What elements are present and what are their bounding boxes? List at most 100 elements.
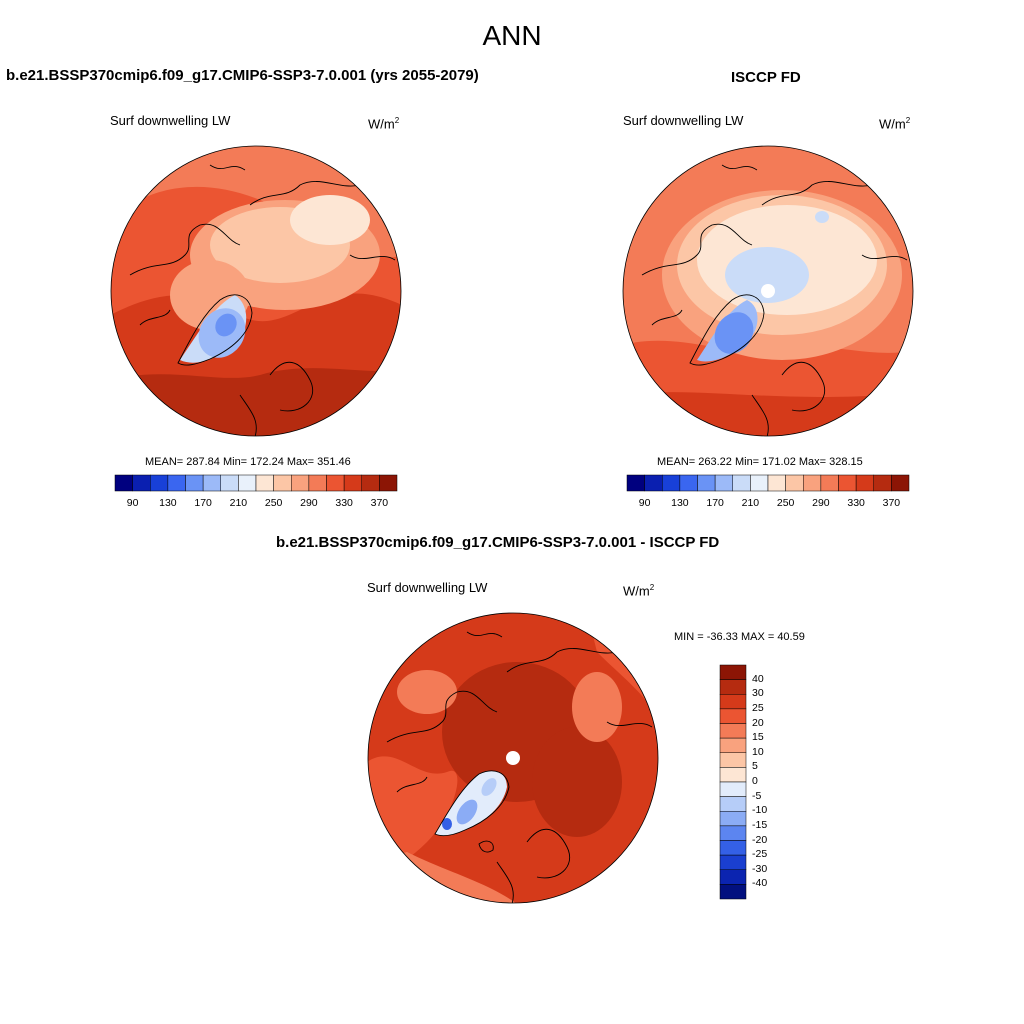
colorbar-obs-swatch	[891, 474, 910, 492]
colorbar-model-swatch	[238, 474, 257, 492]
colorbar-diff	[719, 664, 747, 900]
colorbar-model-swatch	[343, 474, 362, 492]
colorbar-diff-swatch	[719, 840, 747, 856]
colorbar-model-swatch	[361, 474, 380, 492]
colorbar-model-swatch	[291, 474, 310, 492]
colorbar-obs-tick-label: 170	[706, 497, 724, 509]
colorbar-model-swatch	[167, 474, 186, 492]
units-label-model: W/m2	[368, 116, 400, 132]
colorbar-diff-tick-label: -5	[752, 789, 762, 802]
stats-diff: MIN = -36.33 MAX = 40.59	[674, 631, 805, 643]
colorbar-diff-tick-label: 20	[752, 716, 764, 729]
main-title: ANN	[482, 20, 542, 51]
colorbar-diff-swatch	[719, 781, 747, 797]
colorbar-diff-swatch	[719, 694, 747, 710]
colorbar-obs-swatch	[750, 474, 769, 492]
colorbar-diff-swatch	[719, 679, 747, 695]
colorbar-model-swatch	[202, 474, 221, 492]
polar-map-obs	[622, 145, 914, 437]
colorbar-ticks-model: 90 130 170 210 250 290 330 370	[115, 497, 397, 511]
colorbar-obs-swatch	[732, 474, 751, 492]
colorbar-model-tick-label: 250	[264, 497, 283, 509]
colorbar-diff-tick-label: -40	[752, 877, 768, 890]
colorbar-model-tick-label: 130	[159, 497, 177, 509]
variable-label-diff: Surf downwelling LW	[367, 580, 488, 595]
colorbar-obs-swatch	[820, 474, 839, 492]
colorbar-model-swatch	[273, 474, 292, 492]
colorbar-model-tick-label: 370	[370, 497, 389, 509]
colorbar-diff-swatch	[719, 723, 747, 739]
colorbar-model-tick-label: 290	[300, 497, 318, 509]
colorbar-obs-swatch	[855, 474, 874, 492]
colorbar-diff-tick-label: -25	[752, 848, 768, 861]
colorbar-obs-swatch	[679, 474, 698, 492]
colorbar-obs-tick-label: 250	[776, 497, 795, 509]
colorbar-diff-tick-label: 5	[752, 760, 758, 773]
colorbar-obs-swatch	[803, 474, 822, 492]
panel-title-diff: b.e21.BSSP370cmip6.f09_g17.CMIP6-SSP3-7.…	[276, 534, 720, 551]
colorbar-diff-tick-label: -15	[752, 818, 768, 831]
colorbar-model-swatch	[185, 474, 204, 492]
colorbar-obs	[626, 474, 910, 492]
colorbar-diff-swatch	[719, 869, 747, 885]
variable-label-model: Surf downwelling LW	[110, 113, 231, 128]
colorbar-model-swatch	[308, 474, 327, 492]
units-label-diff: W/m2	[623, 583, 655, 599]
colorbar-obs-swatch	[644, 474, 663, 492]
colorbar-obs-tick-label: 130	[671, 497, 689, 509]
colorbar-diff-tick-label: 25	[752, 701, 764, 714]
colorbar-model-swatch	[326, 474, 345, 492]
colorbar-diff-swatch	[719, 664, 747, 680]
colorbar-obs-swatch	[767, 474, 786, 492]
colorbar-model-swatch	[379, 474, 398, 492]
polar-map-model	[110, 145, 402, 437]
colorbar-diff-tick-label: 10	[752, 745, 764, 758]
units-label-obs: W/m2	[879, 116, 911, 132]
colorbar-model	[114, 474, 398, 492]
colorbar-model-tick-label: 90	[126, 497, 139, 509]
colorbar-diff-swatch	[719, 884, 747, 900]
colorbar-obs-swatch	[662, 474, 681, 492]
colorbar-diff-swatch	[719, 811, 747, 827]
colorbar-obs-swatch	[714, 474, 733, 492]
colorbar-obs-tick-label: 330	[847, 497, 865, 509]
colorbar-model-swatch	[150, 474, 169, 492]
colorbar-obs-tick-label: 370	[882, 497, 901, 509]
colorbar-obs-tick-label: 210	[741, 497, 760, 509]
colorbar-diff-swatch	[719, 825, 747, 841]
colorbar-ticks-obs: 90 130 170 210 250 290 330 370	[627, 497, 909, 511]
polar-map-diff	[367, 612, 659, 904]
colorbar-diff-swatch	[719, 854, 747, 870]
colorbar-diff-swatch	[719, 752, 747, 768]
stats-obs: MEAN= 263.22 Min= 171.02 Max= 328.15	[657, 456, 863, 468]
colorbar-model-swatch	[132, 474, 151, 492]
colorbar-diff-tick-label: 0	[752, 775, 758, 787]
colorbar-obs-tick-label: 290	[812, 497, 830, 509]
colorbar-diff-swatch	[719, 708, 747, 724]
panel-title-obs: ISCCP FD	[731, 69, 801, 86]
colorbar-diff-swatch	[719, 737, 747, 753]
colorbar-diff-swatch	[719, 767, 747, 783]
colorbar-model-swatch	[220, 474, 239, 492]
colorbar-diff-swatch	[719, 796, 747, 812]
colorbar-obs-swatch	[785, 474, 804, 492]
colorbar-model-tick-label: 330	[335, 497, 353, 509]
colorbar-diff-tick-label: -30	[752, 862, 768, 875]
colorbar-obs-swatch	[873, 474, 892, 492]
stats-model: MEAN= 287.84 Min= 172.24 Max= 351.46	[145, 456, 351, 468]
colorbar-model-swatch	[255, 474, 274, 492]
colorbar-model-tick-label: 210	[229, 497, 248, 509]
variable-label-obs: Surf downwelling LW	[623, 113, 744, 128]
colorbar-diff-tick-label: 30	[752, 687, 764, 700]
colorbar-diff-tick-label: 40	[752, 672, 764, 685]
panel-title-model: b.e21.BSSP370cmip6.f09_g17.CMIP6-SSP3-7.…	[6, 67, 479, 84]
colorbar-diff-tick-label: -10	[752, 804, 768, 817]
colorbar-obs-swatch	[838, 474, 857, 492]
colorbar-diff-tick-label: 15	[752, 731, 764, 744]
colorbar-obs-swatch	[626, 474, 645, 492]
colorbar-model-tick-label: 170	[194, 497, 212, 509]
colorbar-model-swatch	[114, 474, 133, 492]
colorbar-obs-swatch	[697, 474, 716, 492]
colorbar-ticks-diff: 40 30 25 20 15 10 5 0 -5 -10 -15 -20 -25 -30 -40	[752, 665, 792, 899]
colorbar-obs-tick-label: 90	[638, 497, 651, 509]
